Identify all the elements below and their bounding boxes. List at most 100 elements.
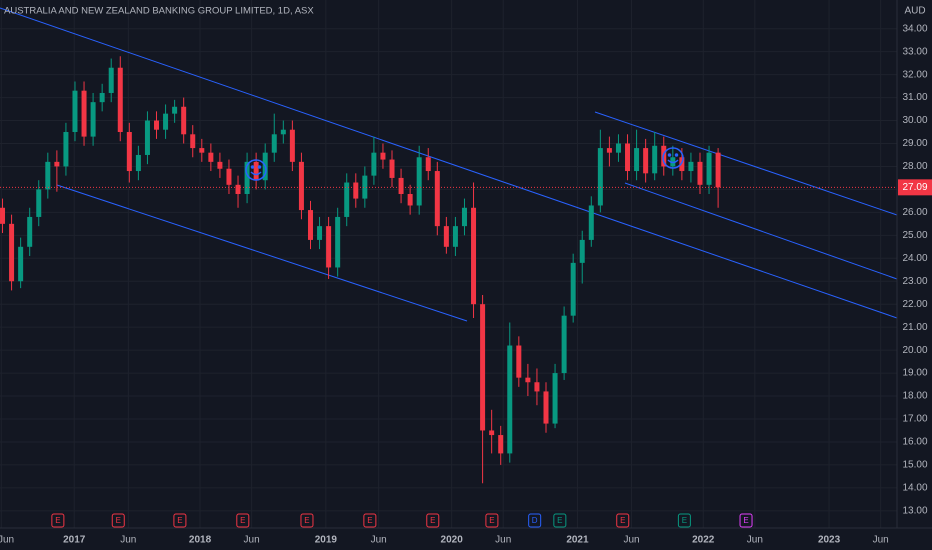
event-badge <box>51 513 65 528</box>
candle-body <box>688 161 694 172</box>
x-tick-label: Jun <box>495 535 511 546</box>
x-tick-label: 2021 <box>566 535 589 546</box>
event-badge <box>426 513 440 528</box>
candle-body <box>652 145 658 174</box>
event-badge <box>300 513 314 528</box>
y-tick-label: 33.00 <box>902 46 927 57</box>
y-tick-label: 26.00 <box>902 207 927 218</box>
candle-body <box>45 161 51 190</box>
candle-body <box>579 239 585 263</box>
price-label: 27.09 <box>902 182 927 193</box>
candle-body <box>0 207 6 224</box>
icons <box>245 147 684 181</box>
candle-body <box>615 143 621 153</box>
candle-body <box>597 148 603 206</box>
chart-title: AUSTRALIA AND NEW ZEALAND BANKING GROUP … <box>4 6 314 17</box>
y-tick-label: 30.00 <box>902 115 927 126</box>
event-label: E <box>177 516 182 525</box>
y-tick-label: 15.00 <box>902 460 927 471</box>
overlay: 13.00 14.00 15.00 16.00 17.00 18.00 19.00 20.00… <box>0 23 932 546</box>
candle-body <box>154 120 160 130</box>
event-badge <box>363 513 377 528</box>
candle-body <box>199 148 205 153</box>
event-label: E <box>304 516 309 525</box>
candle-body <box>72 90 78 133</box>
y-tick-label: 32.00 <box>902 69 927 80</box>
candle-body <box>244 161 250 194</box>
candle-body <box>54 161 60 167</box>
candle-body <box>362 175 368 199</box>
event-label: E <box>743 516 748 525</box>
event-label: E <box>489 516 494 525</box>
candle-body <box>289 129 295 162</box>
candle-body <box>235 184 241 194</box>
y-tick-label: 23.00 <box>902 276 927 287</box>
candle-body <box>498 435 504 454</box>
y-tick-label: 28.00 <box>902 161 927 172</box>
price-label-box <box>898 179 932 196</box>
candle-body <box>335 216 341 268</box>
candle-body <box>389 159 395 178</box>
event-label: E <box>620 516 625 525</box>
x-tick-label: 2020 <box>441 535 464 546</box>
event-badge <box>677 513 691 528</box>
candle-body <box>307 210 313 240</box>
y-tick-label: 20.00 <box>902 345 927 356</box>
candle-body <box>226 168 232 185</box>
x-tick-label: Jun <box>873 535 889 546</box>
event-badge <box>173 513 187 528</box>
smiley <box>245 159 267 181</box>
trend-line <box>624 182 898 280</box>
y-axis-label: AUD <box>904 6 925 17</box>
candle-body <box>36 189 42 217</box>
y-tick-label: 19.00 <box>902 368 927 379</box>
y-tick-label: 14.00 <box>902 482 927 493</box>
candle-body <box>697 161 703 185</box>
candle-body <box>172 106 178 114</box>
candle-body <box>443 226 449 247</box>
candle-body <box>552 373 558 424</box>
candle-body <box>144 120 150 155</box>
event-label: E <box>682 516 687 525</box>
candle-body <box>588 205 594 240</box>
x-tick-label: Jun <box>0 535 14 546</box>
y-tick-label: 31.00 <box>902 92 927 103</box>
candle-body <box>489 430 495 436</box>
candle-body <box>135 154 141 172</box>
x-tick-label: 2022 <box>692 535 715 546</box>
candle-body <box>298 161 304 211</box>
y-tick-label: 29.00 <box>902 138 927 149</box>
event-label: D <box>532 516 538 525</box>
y-tick-label: 22.00 <box>902 299 927 310</box>
candle-body <box>706 152 712 185</box>
candle-body <box>634 148 640 172</box>
candle-body <box>606 148 612 153</box>
candle-body <box>534 382 540 392</box>
candle-body <box>407 193 413 206</box>
y-tick-label: 21.00 <box>902 322 927 333</box>
candle-body <box>117 67 123 133</box>
candle-body <box>380 152 386 160</box>
y-tick-label: 13.00 <box>902 505 927 516</box>
x-tick-label: Jun <box>371 535 387 546</box>
event-label: E <box>116 516 121 525</box>
event-label: E <box>557 516 562 525</box>
event-label: E <box>367 516 372 525</box>
event-label: E <box>55 516 60 525</box>
x-tick-label: Jun <box>623 535 639 546</box>
candle-body <box>344 182 350 217</box>
candle-body <box>190 134 196 149</box>
event-badge <box>528 513 542 528</box>
candle-body <box>326 226 332 268</box>
candle-body <box>163 113 169 130</box>
event-badge <box>236 513 250 528</box>
candle-body <box>543 391 549 424</box>
event-badge <box>739 513 753 528</box>
y-tick-label: 34.00 <box>902 23 927 34</box>
candle-body <box>90 102 96 137</box>
y-tick-label: 25.00 <box>902 230 927 241</box>
x-tick-label: 2017 <box>63 535 86 546</box>
candle-body <box>679 157 685 172</box>
